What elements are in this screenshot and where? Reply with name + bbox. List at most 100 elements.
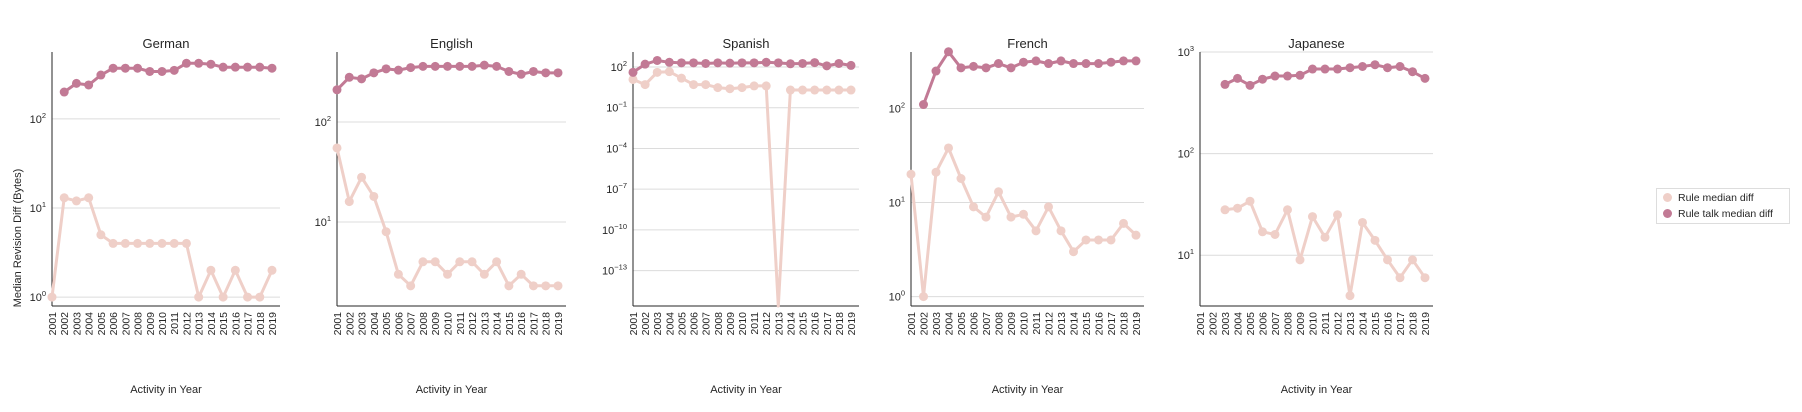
y-tick-base: 10	[889, 103, 901, 115]
x-tick-label: 2001	[47, 312, 59, 336]
data-point-rule	[931, 167, 941, 177]
data-point-rule	[761, 81, 771, 91]
x-axis-label: Activity in Year	[130, 384, 202, 396]
y-tick-label: 102	[1178, 146, 1194, 161]
x-tick-label: 2005	[96, 312, 108, 336]
data-point-rule	[1044, 202, 1053, 212]
y-tick-exponent: 0	[901, 289, 905, 298]
data-point-rule	[255, 292, 265, 302]
data-point-rule-talk	[553, 68, 563, 78]
data-point-rule-talk	[1006, 63, 1016, 73]
x-tick-label: 2008	[133, 312, 145, 336]
x-tick-label: 2001	[906, 312, 918, 336]
data-point-rule	[120, 238, 130, 248]
data-point-rule-talk	[541, 68, 551, 78]
data-point-rule	[393, 269, 403, 279]
x-tick-label: 2004	[664, 312, 676, 336]
y-tick-label: 100	[889, 289, 905, 304]
y-tick-exponent: 0	[42, 289, 46, 298]
data-point-rule-talk	[133, 63, 143, 73]
x-tick-label: 2015	[1081, 312, 1093, 336]
x-tick-label: 2017	[1395, 312, 1407, 336]
y-tick-label: 102	[315, 114, 331, 129]
data-point-rule	[267, 265, 277, 275]
series-line-rule	[1223, 199, 1427, 298]
data-point-rule	[1395, 273, 1405, 283]
data-point-rule	[1006, 212, 1016, 222]
data-point-rule	[332, 143, 342, 153]
data-point-rule	[749, 81, 759, 91]
y-tick-exponent: −1	[618, 100, 627, 109]
x-tick-label: 2002	[640, 312, 652, 336]
data-point-rule	[133, 238, 143, 248]
chart-title: Japanese	[1288, 36, 1344, 51]
x-tick-label: 2006	[969, 312, 981, 336]
x-tick-label: 2018	[834, 312, 846, 336]
data-point-rule	[194, 292, 204, 302]
y-tick-exponent: 2	[42, 111, 46, 120]
chart-title: English	[430, 36, 473, 51]
x-axis-label: Activity in Year	[992, 384, 1064, 396]
data-point-rule	[944, 143, 953, 153]
x-tick-label: 2010	[1308, 312, 1320, 336]
x-tick-label: 2013	[1345, 312, 1357, 336]
data-point-rule-talk	[157, 66, 167, 76]
y-tick-exponent: −4	[618, 140, 627, 149]
y-tick-label: 10−13	[602, 263, 627, 278]
data-point-rule	[834, 85, 844, 95]
data-point-rule-talk	[798, 58, 808, 68]
chart-title: German	[143, 36, 190, 51]
data-point-rule-talk	[1081, 59, 1091, 69]
data-point-rule	[1031, 226, 1041, 236]
x-tick-label: 2010	[157, 312, 169, 336]
data-point-rule-talk	[381, 64, 391, 74]
x-tick-label: 2016	[230, 312, 242, 336]
x-tick-label: 2009	[1006, 312, 1018, 336]
data-point-rule	[1094, 235, 1103, 245]
data-point-rule	[664, 67, 674, 77]
y-tick-base: 10	[889, 292, 901, 304]
data-point-rule-talk	[1345, 63, 1355, 73]
data-point-rule-talk	[96, 70, 106, 80]
data-point-rule-talk	[206, 59, 216, 69]
data-point-rule-talk	[640, 59, 650, 69]
data-point-rule-talk	[393, 65, 403, 75]
y-tick-base: 10	[602, 266, 614, 278]
y-tick-base: 10	[315, 117, 327, 129]
data-point-rule	[1345, 291, 1355, 301]
y-tick-base: 10	[611, 62, 623, 74]
data-point-rule	[504, 281, 514, 291]
data-point-rule-talk	[944, 47, 953, 57]
data-point-rule	[919, 292, 928, 302]
data-point-rule-talk	[243, 62, 253, 72]
x-tick-label: 2017	[243, 312, 255, 336]
x-tick-label: 2019	[267, 312, 279, 336]
data-point-rule-talk	[1056, 56, 1066, 66]
x-tick-label: 2014	[1358, 312, 1370, 336]
y-tick-label: 101	[30, 200, 46, 215]
y-tick-base: 10	[315, 217, 327, 229]
data-point-rule-talk	[713, 58, 723, 68]
x-tick-label: 2011	[1320, 312, 1332, 335]
data-point-rule	[785, 85, 795, 95]
data-point-rule-talk	[1295, 70, 1305, 80]
x-tick-label: 2012	[1044, 312, 1056, 336]
x-tick-label: 2014	[785, 312, 797, 336]
x-tick-label: 2003	[931, 312, 943, 336]
data-point-rule	[96, 230, 106, 240]
y-tick-exponent: 2	[1190, 146, 1194, 155]
data-point-rule-talk	[1320, 64, 1330, 74]
x-tick-label: 2013	[1056, 312, 1068, 336]
y-tick-base: 10	[30, 114, 42, 126]
data-point-rule	[1333, 210, 1342, 220]
x-tick-label: 2016	[810, 312, 822, 336]
chart-title: French	[1007, 36, 1047, 51]
series-line-rule	[335, 146, 560, 288]
data-point-rule	[479, 269, 489, 279]
chart-title: Spanish	[723, 36, 770, 51]
data-point-rule-talk	[725, 58, 735, 68]
y-tick-exponent: 2	[327, 114, 331, 123]
y-tick-label: 101	[1178, 247, 1194, 262]
x-tick-label: 2014	[492, 312, 504, 336]
data-point-rule	[640, 80, 650, 90]
